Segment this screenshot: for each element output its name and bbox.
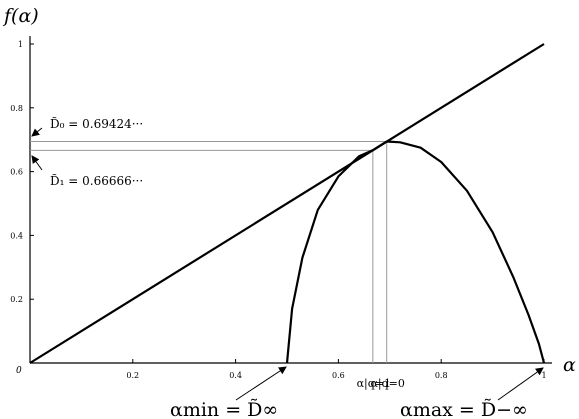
d0-arrow	[31, 127, 43, 137]
amax-arrow	[497, 367, 544, 401]
x-tick-label: 0.6	[332, 371, 345, 380]
vertical-reference-label: α|q=1	[357, 377, 391, 391]
origin-label: 0	[16, 366, 22, 376]
vertical-reference-label: α|q=0	[371, 377, 405, 391]
y-tick-label: 0.6	[10, 168, 23, 177]
series	[29, 43, 546, 364]
amin-arrow	[235, 366, 287, 401]
y-tick-label: 1	[18, 40, 23, 49]
y-tick-label: 0.2	[10, 295, 23, 304]
series-line-diagonal	[29, 43, 545, 364]
d1-arrow	[31, 155, 43, 171]
d1-annotation: D̃₁ = 0.66666···	[50, 173, 143, 188]
amin-annotation: αmin = D̃∞	[170, 399, 278, 419]
reference-lines: α|q=1α|q=0	[30, 141, 405, 391]
x-tick-label: 0.4	[229, 371, 242, 380]
x-tick-label: 0.8	[435, 371, 448, 380]
x-tick-label: 1	[541, 371, 546, 380]
x-tick-label: 0.2	[126, 371, 139, 380]
series-line-spectrum	[285, 140, 546, 364]
y-tick-label: 0.4	[10, 231, 23, 240]
x-axis-label: α	[563, 354, 576, 376]
y-axis-label: f(α)	[2, 5, 39, 27]
y-tick-label: 0.8	[10, 104, 23, 113]
ticks: 0.2 0.4 0.6 0.8 1 0.2 0.4 0.6 0.8 1	[10, 40, 546, 380]
amax-annotation: αmax = D̃−∞	[400, 399, 528, 419]
d0-annotation: D̃₀ = 0.69424···	[50, 116, 143, 131]
